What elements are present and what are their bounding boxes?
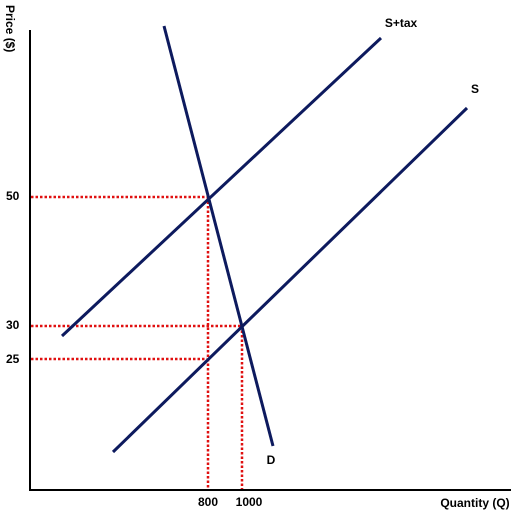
supply-tax-curve	[60, 36, 383, 338]
y-axis-label: Price ($)	[3, 5, 17, 52]
price-label: 25	[6, 352, 20, 366]
price-label: 30	[6, 318, 20, 332]
price-label: 50	[6, 189, 20, 203]
curve-label: S+tax	[385, 16, 418, 30]
curve-label: S	[471, 82, 479, 96]
quantity-label: 800	[198, 495, 218, 509]
x-axis-label: Quantity (Q)	[440, 496, 509, 510]
supply-curve	[111, 106, 469, 454]
demand-curve	[162, 25, 275, 447]
quantity-label: 1000	[236, 495, 263, 509]
curve-label: D	[267, 453, 276, 467]
